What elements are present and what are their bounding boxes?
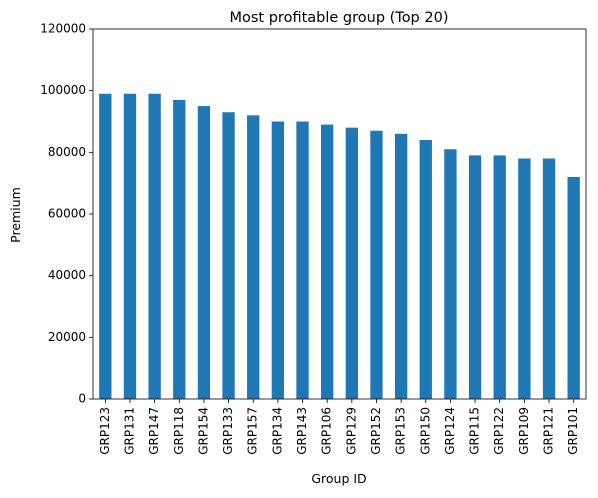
x-tick-label: GRP150: [418, 407, 432, 455]
x-tick-label: GRP101: [566, 407, 580, 455]
x-axis-ticks: GRP123 GRP131 GRP147 GRP118 GRP154 GRP133 GRP1…: [98, 399, 580, 455]
x-tick-label: GRP115: [468, 407, 482, 455]
x-tick-label: GRP124: [443, 407, 457, 455]
bar-grp123: [99, 93, 112, 399]
x-tick-label: GRP152: [369, 407, 383, 455]
y-tick-label: 60000: [48, 207, 86, 221]
y-tick-label: 100000: [40, 83, 86, 97]
plot-frame: [92, 28, 587, 400]
x-tick-label: GRP131: [122, 407, 136, 455]
bar-grp134: [271, 121, 285, 399]
x-tick-label: GRP109: [517, 407, 531, 455]
y-tick-label: 40000: [48, 268, 86, 282]
bar-grp115: [468, 155, 482, 399]
bar-grp131: [123, 93, 137, 399]
x-tick-label: GRP134: [270, 407, 284, 455]
bar-grp152: [370, 130, 383, 399]
bar-grp154: [197, 106, 211, 399]
y-axis-ticks: 0 20000 40000 60000 80000 100000 120000: [40, 22, 93, 406]
y-tick-label: 80000: [48, 145, 86, 159]
bar-grp122: [493, 155, 506, 399]
bar-grp129: [345, 127, 358, 400]
bar-grp143: [296, 121, 309, 399]
bar-grp109: [518, 158, 531, 399]
x-tick-label: GRP154: [196, 407, 210, 455]
bar-grp150: [419, 140, 432, 399]
x-tick-label: GRP157: [246, 407, 260, 455]
x-tick-label: GRP118: [172, 407, 186, 455]
y-tick-label: 120000: [40, 22, 86, 36]
x-tick-label: GRP121: [542, 407, 556, 455]
bar-grp118: [173, 99, 186, 400]
x-tick-label: GRP123: [98, 407, 112, 455]
x-tick-label: GRP106: [320, 407, 334, 455]
x-tick-label: GRP129: [344, 407, 358, 455]
y-tick-label: 20000: [48, 330, 86, 344]
x-tick-label: GRP133: [221, 407, 235, 455]
y-axis-label: Premium: [8, 187, 23, 243]
bars-group: [99, 93, 580, 400]
bar-grp121: [542, 158, 556, 399]
bar-grp101: [567, 177, 580, 399]
x-axis-label: Group ID: [311, 471, 366, 486]
x-tick-label: GRP143: [295, 407, 309, 455]
bar-grp133: [222, 112, 235, 399]
chart-title: Most profitable group (Top 20): [230, 10, 449, 26]
x-tick-label: GRP153: [394, 407, 408, 455]
y-tick-label: 0: [78, 392, 86, 406]
x-tick-label: GRP122: [492, 407, 506, 455]
bar-grp124: [444, 149, 457, 399]
bar-grp147: [148, 93, 161, 399]
bar-grp153: [394, 133, 408, 399]
bar-grp157: [247, 115, 260, 399]
bar-grp106: [321, 124, 334, 399]
x-tick-label: GRP147: [147, 407, 161, 455]
